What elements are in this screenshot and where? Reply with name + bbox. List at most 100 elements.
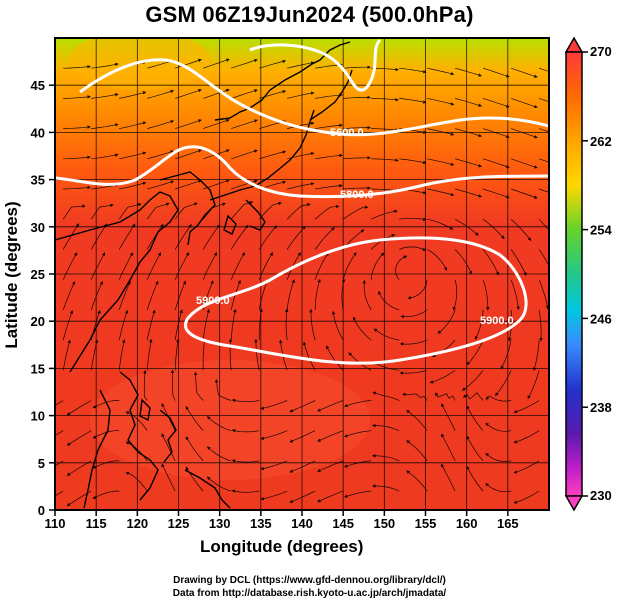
coastlines [55, 41, 353, 509]
y-axis-title: Latitude (degrees) [2, 201, 21, 349]
streamline [92, 490, 120, 499]
streamline [426, 249, 448, 271]
streamline [161, 463, 176, 492]
x-tick-label: 150 [373, 516, 395, 531]
y-tick-label: 20 [31, 314, 45, 329]
colorbar-tick-label: 230 [590, 488, 612, 503]
streamline [314, 252, 329, 280]
streamline [495, 370, 512, 397]
streamline [146, 252, 162, 280]
streamline [341, 278, 346, 310]
streamline [485, 452, 512, 462]
streamline [62, 339, 71, 371]
streamline [289, 460, 316, 473]
streamline [513, 490, 540, 504]
streamline [538, 279, 549, 310]
streamline [284, 308, 289, 341]
streamline [344, 460, 372, 468]
contour-5900-line [183, 236, 528, 365]
streamline [427, 188, 455, 197]
streamline [230, 224, 249, 250]
streamline [455, 188, 483, 198]
colorbar-tick-label: 254 [590, 223, 612, 238]
streamline [91, 153, 119, 160]
streamline [482, 218, 505, 240]
streamline [372, 361, 400, 371]
x-tick-label: 135 [250, 516, 272, 531]
streamline [399, 217, 427, 221]
streamline [331, 310, 344, 341]
streamline [441, 433, 456, 462]
streamline [371, 128, 399, 132]
streamline [175, 179, 202, 190]
streamline [118, 223, 136, 250]
streamline [258, 308, 263, 341]
colorbar-tick-label: 270 [590, 44, 612, 59]
streamline [231, 119, 258, 129]
streamline [174, 202, 198, 220]
streamline [317, 400, 344, 412]
streamline [119, 151, 147, 160]
streamline [231, 398, 260, 403]
streamline [230, 308, 237, 341]
streamline [63, 95, 91, 99]
streamline [510, 67, 538, 78]
streamline [92, 460, 120, 469]
streamline [406, 470, 428, 492]
y-tick-label: 5 [38, 456, 45, 471]
streamline [231, 58, 258, 69]
streamline [259, 59, 287, 69]
streamline [343, 186, 371, 190]
streamline [538, 188, 549, 193]
streamline [362, 279, 372, 311]
streamline [510, 128, 538, 139]
streamline [206, 416, 232, 432]
streamline [92, 430, 120, 439]
streamline [372, 484, 400, 492]
map-title: GSM 06Z19Jun2024 (500.0hPa) [145, 2, 474, 27]
streamline [441, 463, 456, 492]
streamline [399, 369, 428, 375]
streamline [532, 340, 540, 372]
streamline [66, 460, 92, 476]
colorbar-tick-label: 246 [590, 311, 612, 326]
streamline [538, 158, 549, 163]
streamline [466, 405, 484, 431]
streamline [510, 188, 538, 199]
streamline [62, 204, 86, 220]
streamline [90, 339, 99, 371]
streamline [485, 395, 512, 402]
streamline [482, 158, 510, 169]
streamline [118, 203, 142, 220]
streamline [317, 430, 344, 442]
streamline [342, 252, 357, 280]
streamline [118, 280, 131, 311]
streamline [119, 181, 147, 190]
streamline [230, 252, 245, 280]
streamline [406, 440, 428, 462]
streamline [513, 460, 540, 474]
streamline [466, 435, 484, 462]
streamline [510, 249, 527, 276]
streamline [315, 153, 343, 160]
streamline [202, 252, 218, 280]
contour-label: 5800.0 [340, 189, 374, 201]
streamline [513, 400, 540, 414]
streamline [125, 471, 148, 492]
streamline [90, 223, 108, 250]
streamline [146, 309, 156, 341]
streamline [406, 410, 428, 431]
x-tick-label: 155 [415, 516, 437, 531]
streamline [510, 279, 520, 311]
streamline [455, 128, 483, 138]
streamline [175, 89, 202, 99]
streamline [175, 119, 202, 129]
streamline [399, 339, 428, 346]
streamline [407, 279, 428, 300]
streamline [395, 255, 408, 280]
streamline [90, 280, 103, 311]
streamline [146, 223, 164, 250]
streamline [315, 93, 343, 99]
streamline [63, 64, 91, 69]
